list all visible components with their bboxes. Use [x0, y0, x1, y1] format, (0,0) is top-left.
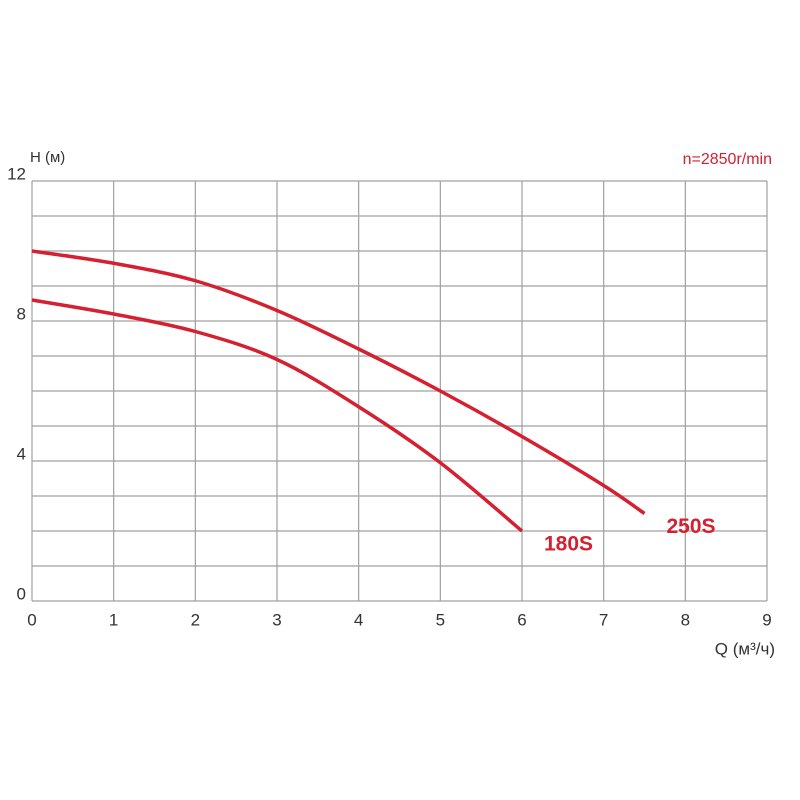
- y-tick-label: 12: [7, 164, 26, 183]
- x-tick-label: 1: [109, 610, 118, 629]
- x-tick-label: 4: [354, 610, 363, 629]
- x-tick-label: 0: [27, 610, 36, 629]
- y-tick-label: 8: [17, 304, 26, 323]
- x-tick-label: 6: [517, 610, 526, 629]
- x-tick-label: 7: [599, 610, 608, 629]
- y-tick-label: 4: [17, 444, 26, 463]
- x-tick-label: 3: [272, 610, 281, 629]
- series-line: [31, 298, 524, 533]
- x-tick-label: 2: [191, 610, 200, 629]
- x-tick-label: 9: [762, 610, 771, 629]
- x-tick-label: 8: [681, 610, 690, 629]
- x-axis-label: Q (м³/ч): [715, 639, 775, 658]
- y-axis-label: H (м): [30, 149, 65, 166]
- annotation: n=2850r/min: [683, 151, 772, 168]
- series-label: 180S: [544, 533, 593, 556]
- y-tick-label: 0: [17, 584, 26, 603]
- series-label: 250S: [667, 515, 716, 538]
- x-tick-label: 5: [436, 610, 445, 629]
- series-line: [31, 249, 646, 515]
